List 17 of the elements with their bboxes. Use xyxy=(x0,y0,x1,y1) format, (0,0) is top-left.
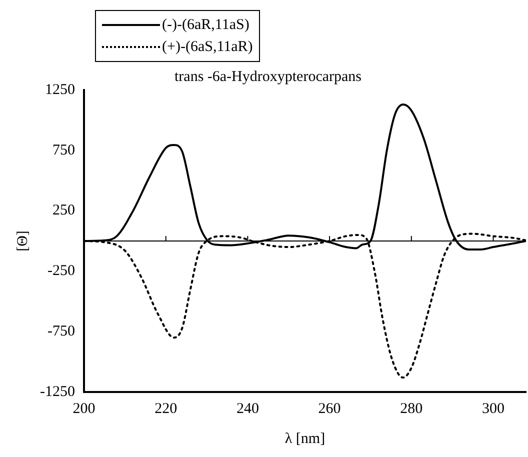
x-axis-title: λ [nm] xyxy=(284,430,326,447)
y-tick-label: 250 xyxy=(52,202,75,219)
legend-label: (-)-(6aR,11aS) xyxy=(162,16,250,34)
y-tick-label: 750 xyxy=(52,142,75,158)
chart-title: trans -6a-Hydroxypterocarpans xyxy=(174,68,362,85)
x-tick-label: 260 xyxy=(318,400,341,417)
x-tick-label: 220 xyxy=(154,400,178,417)
y-tick-label: -250 xyxy=(47,263,75,280)
y-tick-label: -750 xyxy=(47,324,75,340)
legend-label: (+)-(6aS,11aR) xyxy=(162,38,253,56)
y-tick-label: 1250 xyxy=(44,82,75,98)
y-tick-label: -1250 xyxy=(40,384,75,400)
x-tick-label: 240 xyxy=(236,400,259,417)
x-tick-label: 280 xyxy=(400,400,423,417)
x-tick-label: 200 xyxy=(72,400,96,417)
y-axis-title: [Θ] xyxy=(14,230,31,252)
x-tick-label: 300 xyxy=(482,400,505,417)
